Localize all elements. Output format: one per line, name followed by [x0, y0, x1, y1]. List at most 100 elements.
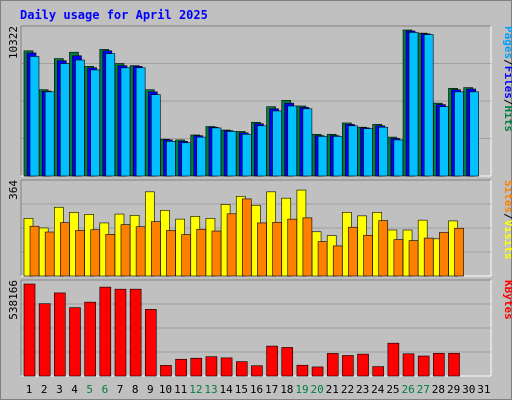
panel-legend: Sites/Visits — [502, 180, 512, 260]
bar-pages-day-11 — [181, 142, 191, 177]
x-tick-label: 20 — [311, 383, 324, 396]
x-tick-label: 18 — [280, 383, 293, 396]
legend-entry: Hits — [502, 106, 512, 133]
bar-pages-day-13 — [211, 127, 222, 177]
x-tick-label: 4 — [71, 383, 78, 396]
bar-pages-day-3 — [60, 63, 70, 177]
bar-pages-day-22 — [348, 125, 358, 177]
bar-sites-day-13 — [211, 230, 222, 277]
bar-kbytes-day-16 — [251, 365, 263, 377]
bar-pages-day-7 — [120, 67, 131, 177]
x-tick-label: 22 — [341, 383, 354, 396]
legend-entry: KBytes — [502, 280, 512, 320]
bar-kbytes-day-3 — [54, 292, 66, 377]
bar-kbytes-day-19 — [296, 364, 309, 377]
chart-title: Daily usage for April 2025 — [20, 8, 208, 22]
bar-sites-day-17 — [272, 222, 282, 277]
bar-kbytes-day-18 — [281, 347, 294, 377]
bar-kbytes-day-21 — [326, 353, 339, 377]
bar-kbytes-day-11 — [175, 358, 187, 377]
x-tick-label: 5 — [86, 383, 93, 396]
x-tick-label: 28 — [432, 383, 445, 396]
bar-pages-day-15 — [241, 133, 252, 177]
bar-pages-day-28 — [439, 106, 449, 177]
bar-pages-day-1 — [29, 56, 40, 177]
legend-entry: / — [502, 213, 512, 220]
bar-sites-day-15 — [241, 198, 252, 277]
bar-pages-day-12 — [196, 136, 207, 177]
x-tick-label: 14 — [220, 383, 234, 396]
bar-pages-day-24 — [378, 126, 389, 177]
bar-pages-day-9 — [150, 94, 161, 177]
bar-sites-day-18 — [287, 218, 298, 277]
bar-pages-day-10 — [166, 141, 176, 177]
bar-sites-day-2 — [44, 231, 55, 277]
bar-pages-day-16 — [257, 125, 267, 177]
bar-pages-day-19 — [302, 108, 313, 177]
legend-entry: / — [502, 59, 512, 66]
bar-kbytes-day-12 — [190, 357, 203, 377]
panel-hits-files-pages: 10322 Pages/Files/Hits — [7, 25, 512, 177]
bar-pages-day-8 — [135, 67, 146, 177]
x-tick-label: 21 — [326, 383, 339, 396]
bar-pages-day-26 — [408, 32, 419, 177]
bar-pages-day-17 — [272, 110, 282, 177]
bar-kbytes-day-4 — [69, 307, 81, 377]
bar-pages-day-27 — [423, 34, 434, 177]
x-tick-label: 25 — [386, 383, 399, 396]
legend-entry: Sites — [502, 180, 512, 213]
bar-pages-day-18 — [287, 105, 298, 177]
bar-sites-day-10 — [166, 230, 176, 277]
bar-sites-day-26 — [408, 240, 419, 277]
x-tick-label: 24 — [371, 383, 385, 396]
x-tick-label: 12 — [189, 383, 202, 396]
x-tick-label: 17 — [265, 383, 278, 396]
x-tick-label: 19 — [295, 383, 308, 396]
bar-sites-day-1 — [29, 225, 40, 277]
bar-pages-day-4 — [75, 59, 85, 177]
series-pages — [29, 32, 479, 177]
bar-sites-day-24 — [378, 220, 389, 277]
bar-sites-day-11 — [181, 234, 191, 277]
bar-kbytes-day-6 — [99, 286, 112, 377]
x-tick-label: 8 — [132, 383, 139, 396]
bar-sites-day-3 — [60, 222, 70, 277]
y-max-label: 10322 — [7, 26, 20, 59]
bar-pages-day-5 — [90, 69, 100, 177]
bar-sites-day-12 — [196, 228, 207, 277]
legend-entry: / — [502, 99, 512, 106]
panel-legend: Pages/Files/Hits — [502, 26, 512, 132]
bar-kbytes-day-20 — [311, 366, 324, 377]
bar-kbytes-day-26 — [402, 353, 415, 377]
y-max-label: 538166 — [7, 280, 20, 320]
bar-pages-day-29 — [454, 91, 464, 177]
bar-sites-day-21 — [332, 245, 343, 277]
bar-pages-day-6 — [105, 53, 116, 177]
bar-kbytes-day-29 — [448, 352, 460, 377]
bar-sites-day-14 — [226, 213, 237, 277]
bar-kbytes-day-22 — [342, 355, 354, 377]
panel-legend: KBytes — [502, 280, 512, 320]
bar-kbytes-day-9 — [144, 309, 157, 377]
series-sites — [29, 198, 464, 277]
bar-kbytes-day-13 — [205, 356, 218, 377]
bar-pages-day-14 — [226, 131, 237, 177]
bar-sites-day-22 — [348, 226, 358, 277]
bar-sites-day-7 — [120, 224, 131, 277]
bar-pages-day-30 — [469, 91, 479, 177]
bar-kbytes-day-5 — [84, 301, 96, 377]
x-tick-label: 3 — [56, 383, 63, 396]
x-tick-label: 23 — [356, 383, 369, 396]
bar-sites-day-27 — [423, 237, 434, 277]
bar-kbytes-day-2 — [38, 303, 51, 377]
bar-kbytes-day-25 — [387, 342, 400, 377]
series-kbytes — [23, 283, 460, 377]
bar-kbytes-day-7 — [114, 288, 127, 377]
bar-kbytes-day-14 — [220, 357, 233, 377]
x-tick-label: 16 — [250, 383, 263, 396]
x-tick-label: 30 — [462, 383, 475, 396]
x-tick-label: 26 — [401, 383, 414, 396]
bar-sites-day-20 — [317, 241, 328, 277]
bar-pages-day-23 — [363, 128, 373, 177]
